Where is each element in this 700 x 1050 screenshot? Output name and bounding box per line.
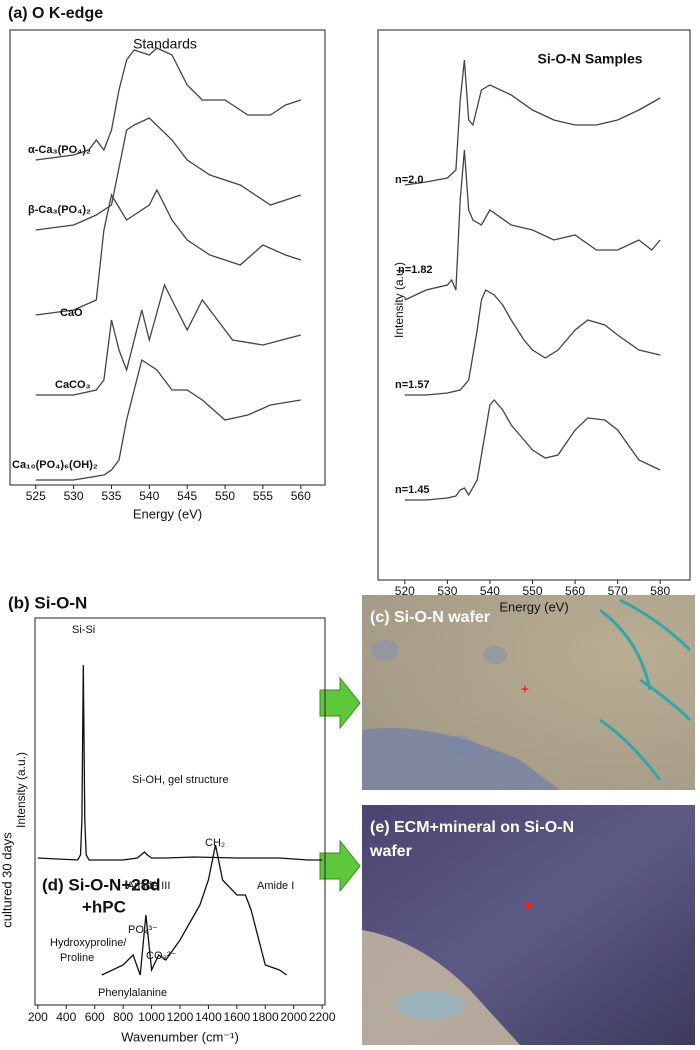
x-tick-label: 1600 [224,1010,251,1024]
x-tick-label: 550 [522,584,542,598]
x-tick-label: 1200 [167,1010,194,1024]
panel-label: +hPC [82,897,126,916]
annotation: Hydroxyproline/ [50,937,127,949]
series-label: Ca₁₀(PO₄)₆(OH)₂ [12,459,98,471]
plot-frame [9,29,326,486]
spectrum-line [35,188,302,316]
y-axis-label: Intensity (a.u.) [14,752,28,828]
x-tick-label: 555 [253,489,273,503]
series-label: n=1.57 [395,379,430,391]
panel-label: (d) Si-O-N+28d [42,875,161,894]
chart-title: Si-O-N Samples [537,51,642,67]
annotation: Amide I [257,880,294,892]
annotation: Si-OH, gel structure [132,774,229,786]
annotation: CH₂ [205,837,225,849]
x-tick-label: 530 [437,584,457,598]
series-label: n=1.45 [395,484,430,496]
spectrum-line [404,149,661,301]
x-tick-label: 560 [291,489,311,503]
x-tick-label: 540 [139,489,159,503]
spectrum-line [404,398,661,501]
series-label: β-Ca₃(PO₄)₂ [28,204,91,216]
x-tick-label: 1400 [195,1010,222,1024]
y-axis-label: cultured 30 days [0,832,14,928]
x-tick-label: 560 [565,584,585,598]
spectrum-line [35,47,302,161]
image-c: + [362,595,695,790]
series-label: CaO [60,307,83,319]
spectrum-line [101,844,287,976]
x-tick-label: 1000 [138,1010,165,1024]
image-label: (c) Si-O-N wafer [370,609,490,626]
spectrum-line [35,358,301,481]
spectrum-line [37,664,323,861]
x-tick-label: 400 [56,1010,76,1024]
x-tick-label: 600 [85,1010,105,1024]
series-label: n=1.82 [398,264,433,276]
x-tick-label: 520 [395,584,415,598]
x-tick-label: 530 [64,489,84,503]
x-tick-label: 1800 [252,1010,279,1024]
annotation: Amide III [127,880,170,892]
x-tick-label: 525 [26,489,46,503]
chart-title: Standards [133,36,197,52]
spectrum-line [35,117,302,231]
x-tick-label: 2000 [280,1010,307,1024]
annotation: Phenylalanine [98,987,167,999]
y-axis-label: Intensity (a.u.) [392,262,406,338]
annotation: Si-Si [72,624,95,636]
x-tick-label: 535 [101,489,121,503]
spectrum-line [404,289,661,396]
image-label: (e) ECM+mineral on Si-O-N [370,819,574,836]
series-label: n=2.0 [395,174,423,186]
svg-text:+: + [521,681,529,697]
x-tick-label: 545 [177,489,197,503]
spectrum-line [404,59,661,186]
spectrum-line [35,283,301,396]
x-tick-label: 550 [215,489,235,503]
series-label: CaCO₃ [55,379,91,391]
x-axis-label: Energy (eV) [133,506,202,521]
plot-frame [377,29,691,581]
x-tick-label: 2200 [309,1010,336,1024]
x-tick-label: 540 [480,584,500,598]
arrows [319,676,361,893]
series-label: α-Ca₃(PO₄)₂ [28,144,91,156]
x-axis-label: Energy (eV) [499,599,568,614]
panel-label: (b) Si-O-N [8,593,87,612]
x-tick-label: 580 [650,584,670,598]
annotation: PO₄³⁻ [128,924,158,936]
panel-title: (a) O K-edge [8,5,103,22]
x-tick-label: 570 [608,584,628,598]
image-e [362,805,695,1045]
annotation: CO₃²⁻ [146,950,177,962]
image-label: wafer [369,843,412,860]
x-tick-label: 200 [28,1010,48,1024]
x-tick-label: 800 [113,1010,133,1024]
x-axis-label: Wavenumber (cm⁻¹) [121,1029,239,1044]
annotation: Proline [60,952,94,964]
